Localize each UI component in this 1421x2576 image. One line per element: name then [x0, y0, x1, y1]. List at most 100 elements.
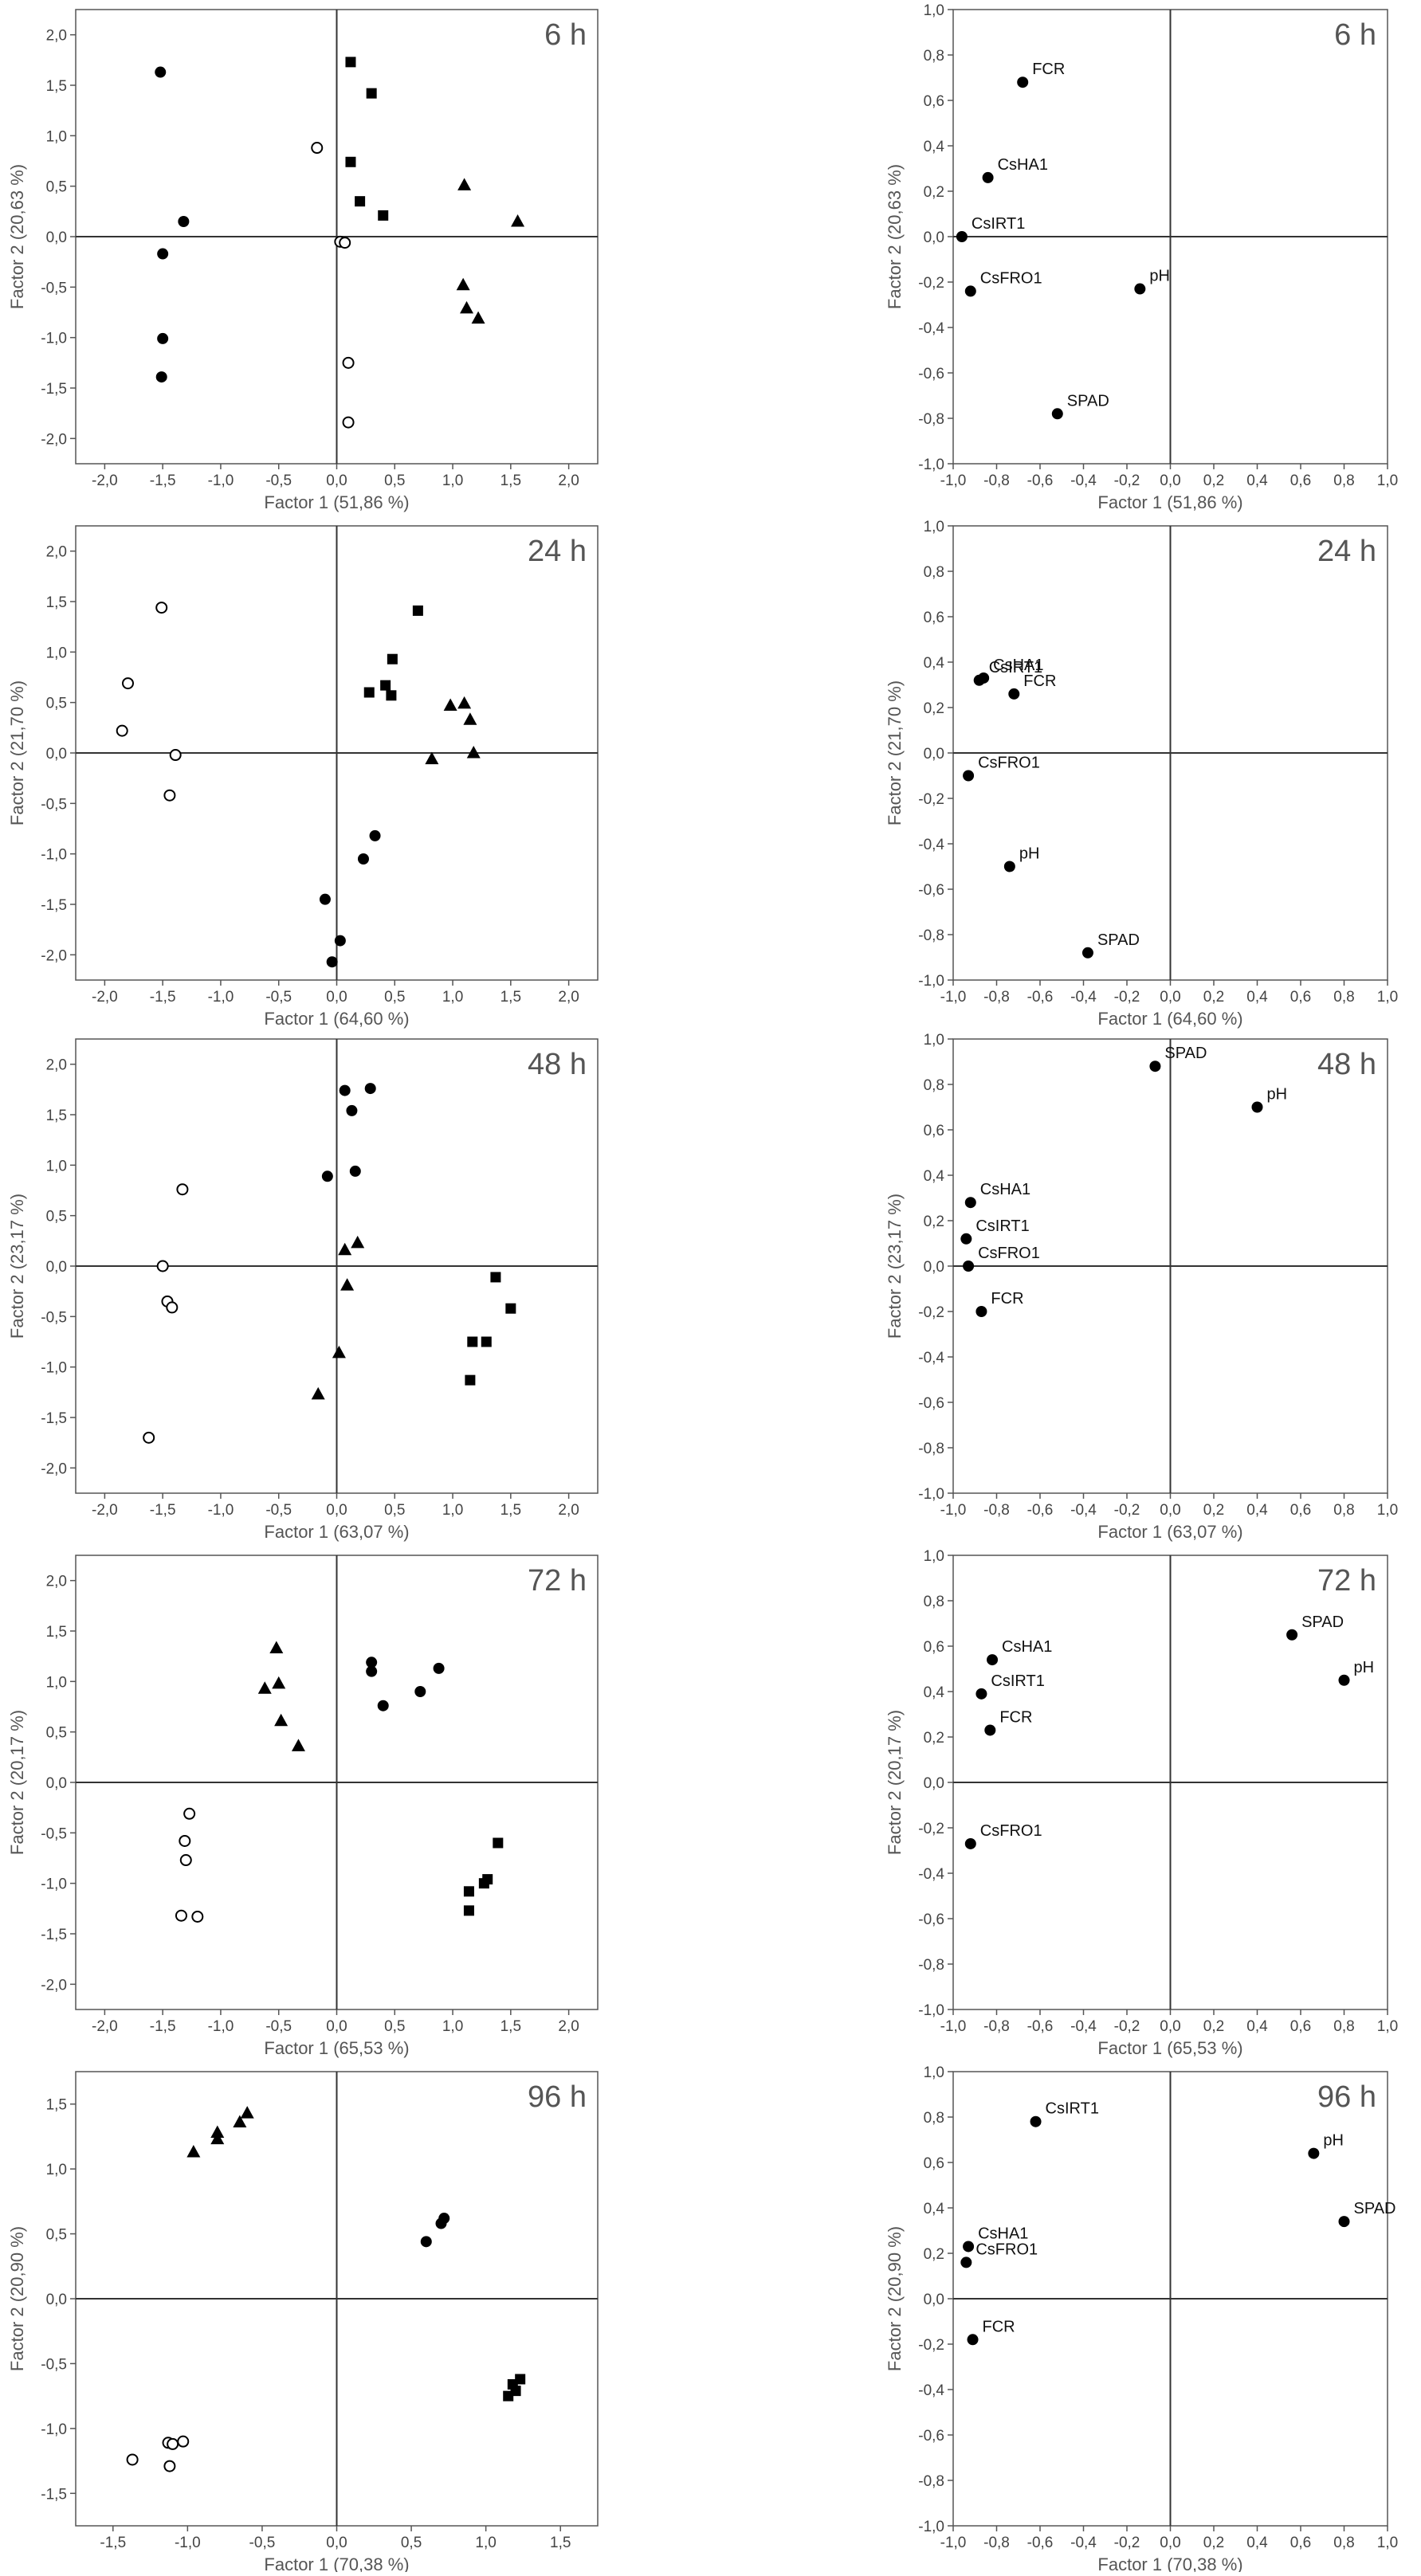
y-axis-label: Factor 2 (21,70 %)	[885, 680, 905, 825]
loading-point-label: pH	[1354, 1659, 1375, 1676]
x-tick-label: 0,5	[384, 2018, 405, 2035]
loading-point-label: CsHA1	[1002, 1638, 1052, 1656]
y-tick-label: 0,0	[46, 2292, 67, 2308]
y-tick-label: 0,2	[924, 1730, 944, 1747]
loading-point	[1030, 2115, 1042, 2127]
score-point-filled-square	[355, 196, 366, 207]
y-tick-label: 0,6	[924, 1123, 944, 1139]
y-tick-label: -2,0	[41, 1977, 67, 1994]
x-tick-label: 2,0	[558, 472, 579, 489]
y-tick-label: -1,5	[41, 2486, 67, 2503]
time-label: 72 h	[1317, 1564, 1376, 1598]
y-tick-label: -0,2	[918, 275, 944, 292]
loading-point	[1286, 1629, 1298, 1641]
x-tick-label: 1,0	[1377, 2018, 1398, 2035]
score-point-filled-triangle	[240, 2106, 254, 2119]
y-axis-label: Factor 2 (20,17 %)	[7, 1710, 27, 1855]
loading-point-label: CsFRO1	[980, 269, 1042, 287]
x-tick-label: -2,0	[92, 1502, 118, 1519]
y-tick-label: 0,0	[46, 1775, 67, 1792]
score-point-filled-triangle	[338, 1242, 352, 1256]
x-tick-label: -0,5	[265, 472, 292, 489]
loading-point-label: CsIRT1	[975, 1217, 1029, 1235]
x-tick-label: 0,5	[384, 472, 405, 489]
x-tick-label: -0,8	[983, 1502, 1010, 1519]
score-point-filled-triangle	[186, 2144, 201, 2158]
score-point-filled-square	[493, 1837, 504, 1849]
y-axis-label: Factor 2 (20,63 %)	[7, 164, 27, 309]
y-tick-label: 0,4	[924, 1684, 945, 1701]
y-tick-label: 0,8	[924, 48, 944, 65]
y-tick-label: 0,8	[924, 1077, 944, 1094]
y-tick-label: 0,0	[924, 229, 944, 246]
score-point-filled-circle	[349, 1165, 361, 1177]
y-tick-label: 2,0	[46, 28, 67, 45]
x-tick-label: 1,0	[1377, 2535, 1398, 2551]
panel-scores-1: -2,0 -1,5 -1,0 -0,5 0,0 0,5 1,0 1,5 2,0 -2,0 -1,5 -…	[7, 525, 599, 1029]
score-point-open-circle	[342, 356, 355, 369]
score-point-filled-triangle	[466, 746, 481, 759]
loading-point-label: CsIRT1	[991, 1672, 1044, 1690]
x-tick-label: -0,8	[983, 2018, 1010, 2035]
score-point-filled-square	[387, 653, 398, 665]
x-tick-label: -1,0	[208, 2018, 234, 2035]
y-tick-label: -0,5	[41, 1309, 67, 1326]
time-label: 48 h	[528, 1048, 587, 1081]
loading-point	[1149, 1061, 1161, 1072]
y-tick-label: -0,6	[918, 2428, 944, 2445]
y-tick-label: 0,5	[46, 1209, 67, 1225]
x-tick-label: 1,0	[442, 989, 463, 1006]
panel-loadings-0: -1,0 -0,8 -0,6 -0,4 -0,2 0,0 0,2 0,4 0,6 0,8 1,0 -1…	[885, 2, 1398, 512]
x-tick-label: -0,8	[983, 989, 1010, 1006]
y-tick-label: 0,4	[924, 2201, 945, 2217]
x-tick-label: -0,6	[1027, 472, 1054, 489]
score-point-filled-square	[345, 156, 356, 167]
time-label: 48 h	[1317, 1048, 1376, 1081]
x-tick-label: -0,2	[1114, 2535, 1140, 2551]
score-point-filled-circle	[326, 956, 338, 968]
x-tick-label: -0,8	[983, 472, 1010, 489]
y-tick-label: 0,5	[46, 179, 67, 196]
y-tick-label: 1,0	[924, 1548, 944, 1565]
y-tick-label: 0,6	[924, 610, 944, 626]
score-point-filled-circle	[334, 935, 346, 947]
y-tick-label: -1,0	[918, 1486, 944, 1503]
y-tick-label: 0,4	[924, 655, 945, 672]
loading-point	[964, 1837, 976, 1849]
score-point-filled-circle	[319, 893, 331, 905]
panel-loadings-2: -1,0 -0,8 -0,6 -0,4 -0,2 0,0 0,2 0,4 0,6 0,8 1,0 -1…	[885, 1032, 1398, 1542]
y-tick-label: 2,0	[46, 1574, 67, 1590]
y-tick-label: 1,0	[46, 1674, 67, 1691]
score-point-filled-circle	[357, 853, 369, 865]
score-point-filled-circle	[377, 1700, 389, 1711]
y-tick-label: -1,5	[41, 1410, 67, 1427]
y-tick-label: 2,0	[46, 1057, 67, 1074]
loading-point-label: CsFRO1	[978, 755, 1040, 772]
loading-point	[978, 672, 990, 684]
score-point-filled-square	[366, 88, 377, 99]
score-point-filled-circle	[420, 2236, 432, 2248]
x-tick-label: 2,0	[558, 2018, 579, 2035]
x-tick-label: 0,6	[1290, 1502, 1311, 1519]
score-point-open-circle	[311, 142, 324, 155]
x-tick-label: -0,5	[265, 989, 292, 1006]
x-axis-label: Factor 1 (70,38 %)	[1097, 2554, 1242, 2572]
score-point-filled-circle	[366, 1665, 378, 1677]
y-tick-label: -2,0	[41, 947, 67, 964]
x-tick-label: 0,4	[1246, 1502, 1268, 1519]
x-tick-label: 0,8	[1333, 989, 1354, 1006]
x-tick-label: 0,4	[1246, 472, 1268, 489]
score-point-open-circle	[167, 2437, 179, 2450]
score-point-open-circle	[122, 677, 134, 690]
score-point-open-circle	[179, 1854, 192, 1867]
y-axis-label: Factor 2 (23,17 %)	[885, 1194, 905, 1339]
score-point-open-circle	[143, 1431, 155, 1444]
loading-point	[982, 171, 994, 183]
score-point-filled-circle	[157, 248, 169, 260]
time-label: 24 h	[528, 535, 587, 568]
score-point-filled-square	[463, 1886, 474, 1897]
x-tick-label: -0,6	[1027, 989, 1054, 1006]
y-tick-label: 0,0	[924, 1775, 944, 1792]
